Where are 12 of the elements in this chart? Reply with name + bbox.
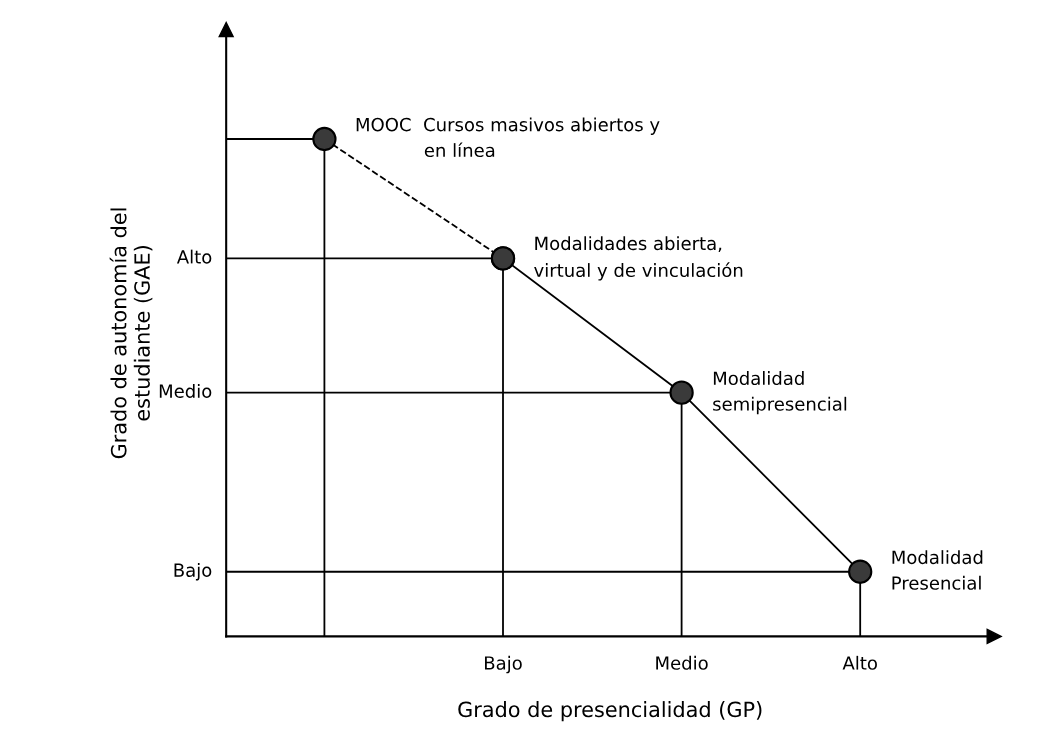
ref-line-label: Bajo	[174, 563, 212, 581]
annotation: Modalidad semipresencial	[713, 371, 847, 415]
x-tick-label: Bajo	[485, 655, 522, 674]
x-tick-label: Medio	[656, 655, 708, 670]
x-tick-label: Alto	[842, 655, 877, 670]
ref-line-label: Alto	[176, 249, 212, 264]
x-axis-title: Grado de presencialidad (GP)	[458, 701, 762, 722]
annotation: Modalidades abierta, virtual y de vinculación	[534, 236, 743, 281]
ref-line-label: Medio	[159, 383, 212, 398]
annotation: MOOC Cursos masivos abiertos y en línea	[356, 117, 660, 158]
y-axis-title: Grado de autonomía del estudiante (GAE)	[109, 208, 153, 459]
annotation: Modalidad Presencial	[892, 550, 983, 590]
